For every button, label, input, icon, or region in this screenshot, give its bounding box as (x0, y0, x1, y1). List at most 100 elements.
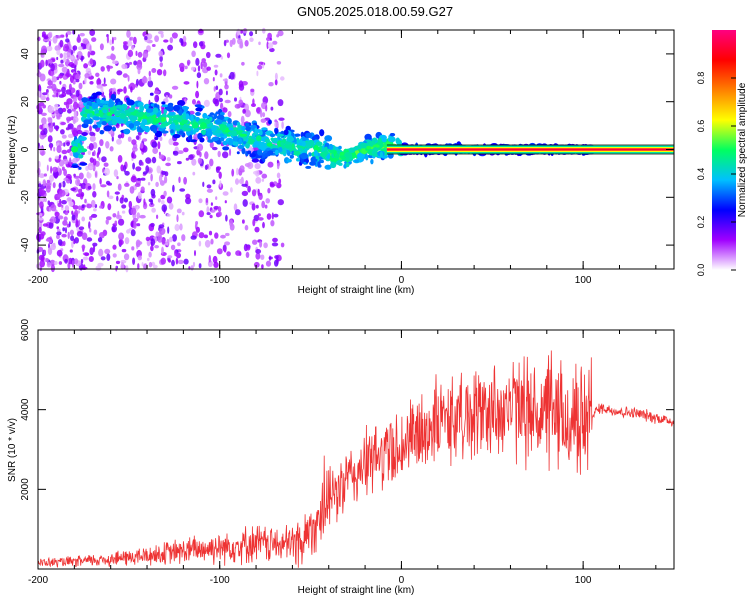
spectrogram-cell (249, 153, 257, 158)
spectrogram-cell (256, 70, 259, 77)
spectrogram-cell (120, 262, 125, 270)
spectrogram-cell (130, 175, 137, 183)
spectrogram-cell (172, 141, 179, 146)
spectrogram-cell (38, 236, 41, 242)
spectrogram-cell (270, 137, 274, 141)
spectrogram-cell (269, 183, 275, 188)
spectrogram-cell (62, 227, 66, 232)
spectrogram-cell (89, 112, 93, 118)
spectrogram-cell (242, 199, 248, 207)
spectrogram-cell (145, 236, 150, 242)
spectrogram-cell (141, 76, 148, 84)
spectrogram-cell (109, 39, 113, 46)
spectrogram-cell (45, 238, 51, 242)
spectrogram-cell (203, 234, 208, 239)
colorbar-ticks: 0.0 0.2 0.4 0.6 0.8 (696, 72, 736, 276)
spectrogram-cell (144, 36, 148, 41)
spectrogram-cell (39, 213, 43, 217)
spectrogram-cell (66, 197, 72, 203)
spectrogram-ridge (386, 144, 674, 155)
spectrogram-cell (245, 142, 250, 149)
spectrogram-cell (76, 54, 79, 58)
spectrogram-cell (365, 154, 369, 161)
spectrogram-cell (283, 129, 289, 136)
spectrogram-cell (262, 221, 265, 229)
spectrogram-cell (65, 89, 72, 95)
spectrogram-cell (226, 251, 231, 257)
spectrogram-cell (76, 130, 83, 135)
spectrogram-cell (160, 130, 169, 134)
spectrogram-cell (179, 223, 183, 231)
spectrogram-cell (108, 120, 113, 125)
spectrogram-cell (153, 90, 160, 95)
spectrogram-cell (172, 184, 175, 193)
spectrogram-cell (215, 196, 218, 201)
spectrogram-cell (67, 108, 72, 114)
spectrogram-cell (165, 162, 172, 167)
spectrogram-cell (111, 36, 114, 45)
spectrogram-cell (265, 260, 272, 267)
spectrogram-cell (280, 242, 285, 248)
spectrogram-cell (78, 154, 84, 159)
spectrogram-cell (152, 117, 161, 124)
spectrogram-cell (197, 65, 201, 72)
spectrogram-cell (238, 99, 244, 106)
spectrogram-cell (88, 143, 94, 151)
spectrogram-cell (151, 156, 157, 164)
spectrogram-cell (51, 166, 59, 173)
spectrogram-cell (258, 141, 267, 149)
spectrogram-cell (136, 241, 143, 245)
spectrogram-cell (276, 159, 279, 164)
spectrogram-cell (58, 74, 63, 79)
spectrogram-cell (305, 132, 312, 138)
spectrogram-cell (61, 134, 67, 139)
spectrogram-cell (354, 159, 360, 163)
spectrogram-cell (128, 200, 133, 209)
spectrogram-cell (78, 188, 83, 194)
snr-axes: -200 -100 0 100 6000 4000 2000 (20, 318, 675, 586)
spectrogram-cell (242, 108, 246, 114)
spectrogram-cell (76, 103, 80, 108)
spectrogram-cell (247, 185, 251, 193)
spectrogram-cell (164, 92, 171, 98)
spectrogram-cell (198, 232, 205, 239)
spectrogram-cell (135, 111, 144, 118)
spectrogram-cell (61, 107, 67, 113)
spectrogram-cell (115, 260, 121, 265)
spectrogram-cell (305, 141, 311, 148)
spectrogram-cell (215, 166, 222, 171)
spectrogram-cell (251, 103, 256, 107)
spectrogram-cell (278, 146, 283, 153)
spectrogram-cell (176, 208, 182, 214)
spectrogram-cell (210, 238, 214, 245)
spectrogram-cell (127, 136, 132, 142)
spectrogram-cell (183, 176, 188, 185)
spectrogram-cell (389, 133, 396, 137)
spectrogram-cell (132, 162, 136, 170)
spectrogram-cell (158, 174, 163, 183)
spectrogram-cell (241, 147, 246, 155)
spectrogram-cell (163, 69, 167, 77)
spectrogram-cell (57, 165, 60, 173)
spectrogram-cell (100, 256, 106, 261)
spectrogram-cell (52, 94, 57, 98)
spectrogram-cell (78, 172, 84, 180)
spectrogram-cell (131, 44, 135, 50)
spectrogram-cell (313, 150, 318, 157)
spectrogram-cell (268, 119, 272, 125)
spectrogram-cell (251, 158, 260, 163)
spectrogram-cell (192, 261, 196, 267)
spectrogram-cell (269, 133, 276, 138)
spectrogram-cell (129, 186, 135, 194)
spectrogram-cell (37, 160, 41, 168)
spectrogram-cell (80, 182, 87, 190)
spectrogram-cell (133, 36, 137, 45)
spectrogram-cell (62, 47, 67, 52)
spectrogram-cell (148, 118, 153, 124)
spectrogram-cell (151, 44, 156, 47)
spectrogram-cell (63, 216, 68, 221)
spectrogram-cell (70, 187, 76, 191)
spectrogram-cell (202, 61, 208, 68)
spectrogram-cell (206, 206, 210, 214)
spectrogram-cell (274, 121, 279, 128)
